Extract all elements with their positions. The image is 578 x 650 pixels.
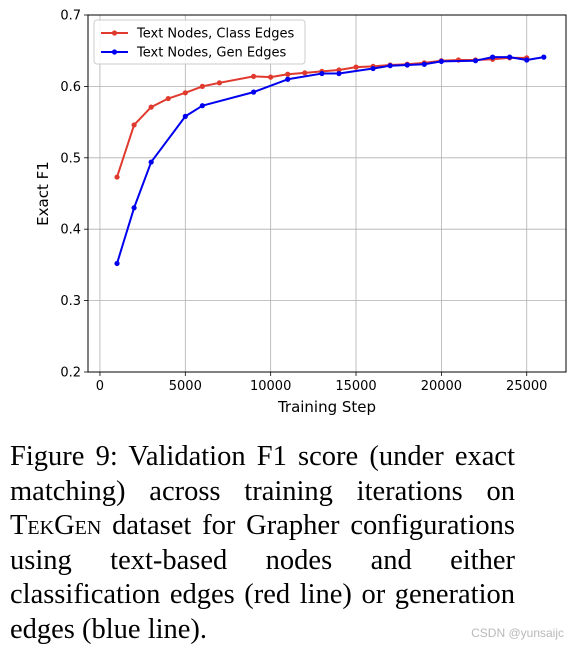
series-1-point xyxy=(302,70,308,76)
x-tick-label: 5000 xyxy=(169,379,202,394)
series-2-point xyxy=(114,260,120,267)
series-1-point xyxy=(131,122,137,128)
legend-label-2: Text Nodes, Gen Edges xyxy=(136,46,287,61)
x-tick-label: 25000 xyxy=(506,379,547,394)
x-axis-label: Training Step xyxy=(277,398,376,416)
series-2-point xyxy=(421,61,427,67)
legend-marker-2 xyxy=(111,49,118,55)
grid-lines xyxy=(88,14,566,373)
series-2-point xyxy=(507,54,513,60)
legend-box xyxy=(93,19,306,65)
plot-frame xyxy=(87,14,567,373)
series-2-point xyxy=(199,103,205,109)
series-2-point xyxy=(131,205,137,211)
series-2-point xyxy=(285,76,291,82)
y-axis-label: Exact F1 xyxy=(34,161,52,226)
x-tick-label: 20000 xyxy=(421,379,462,394)
y-tick-label: 0.7 xyxy=(60,9,81,24)
x-tick-label: 10000 xyxy=(250,379,291,394)
series-layer xyxy=(114,54,547,267)
y-tick-label: 0.6 xyxy=(60,80,81,95)
series-2-point xyxy=(489,54,496,60)
series-2-point xyxy=(148,159,154,165)
series-2-point xyxy=(404,62,410,68)
legend: Text Nodes, Class Edges Text Nodes, Gen E… xyxy=(93,19,306,65)
series-2-point xyxy=(336,70,342,77)
series-2-point xyxy=(472,58,479,64)
series-2-point xyxy=(524,57,530,63)
series-1-point xyxy=(216,80,223,86)
series-1-point xyxy=(353,64,359,70)
caption-label: Figure 9: xyxy=(10,441,118,472)
series-1-point xyxy=(199,83,205,89)
series-2-point xyxy=(182,113,188,119)
legend-label-1: Text Nodes, Class Edges xyxy=(136,27,294,42)
y-tick-label: 0.5 xyxy=(60,151,81,166)
series-1-point xyxy=(268,74,274,80)
caption-text-after: dataset for Grapher configurations using… xyxy=(10,510,515,645)
series-1-point xyxy=(182,90,188,96)
x-tick-label: 15000 xyxy=(335,379,376,394)
y-tick-label: 0.3 xyxy=(60,294,81,309)
figure-caption: Figure 9: Validation F1 score (under exa… xyxy=(10,440,515,647)
series-2-point xyxy=(370,65,376,72)
line-chart: 0 5000 10000 15000 20000 25000 0.2 0.3 0.4 0.5 0.6… xyxy=(34,9,567,416)
series-1-point xyxy=(336,67,342,73)
y-tick-label: 0.4 xyxy=(60,223,81,238)
series-2-point xyxy=(387,63,393,69)
series-1-point xyxy=(285,71,291,77)
series-line-2 xyxy=(116,56,544,264)
series-line-1 xyxy=(116,56,527,178)
caption-text-before: Validation F1 score (under exact matchin… xyxy=(10,441,515,507)
y-tick-label: 0.2 xyxy=(60,366,81,381)
series-2-point xyxy=(319,70,325,77)
axis-ticks: 0 5000 10000 15000 20000 25000 0.2 0.3 0.4 0.5 0.6… xyxy=(60,9,547,395)
legend-marker-1 xyxy=(111,30,118,36)
series-1-point xyxy=(114,174,120,180)
watermark: CSDN @yunsaijc xyxy=(471,626,564,640)
series-1-point xyxy=(148,104,154,110)
x-tick-label: 0 xyxy=(96,379,104,394)
series-2-point xyxy=(438,58,444,65)
series-1-point xyxy=(165,95,171,102)
caption-dataset-name: TekGen xyxy=(10,510,102,541)
series-2-point xyxy=(250,89,257,95)
series-1-point xyxy=(250,73,257,80)
series-2-point xyxy=(541,54,547,60)
